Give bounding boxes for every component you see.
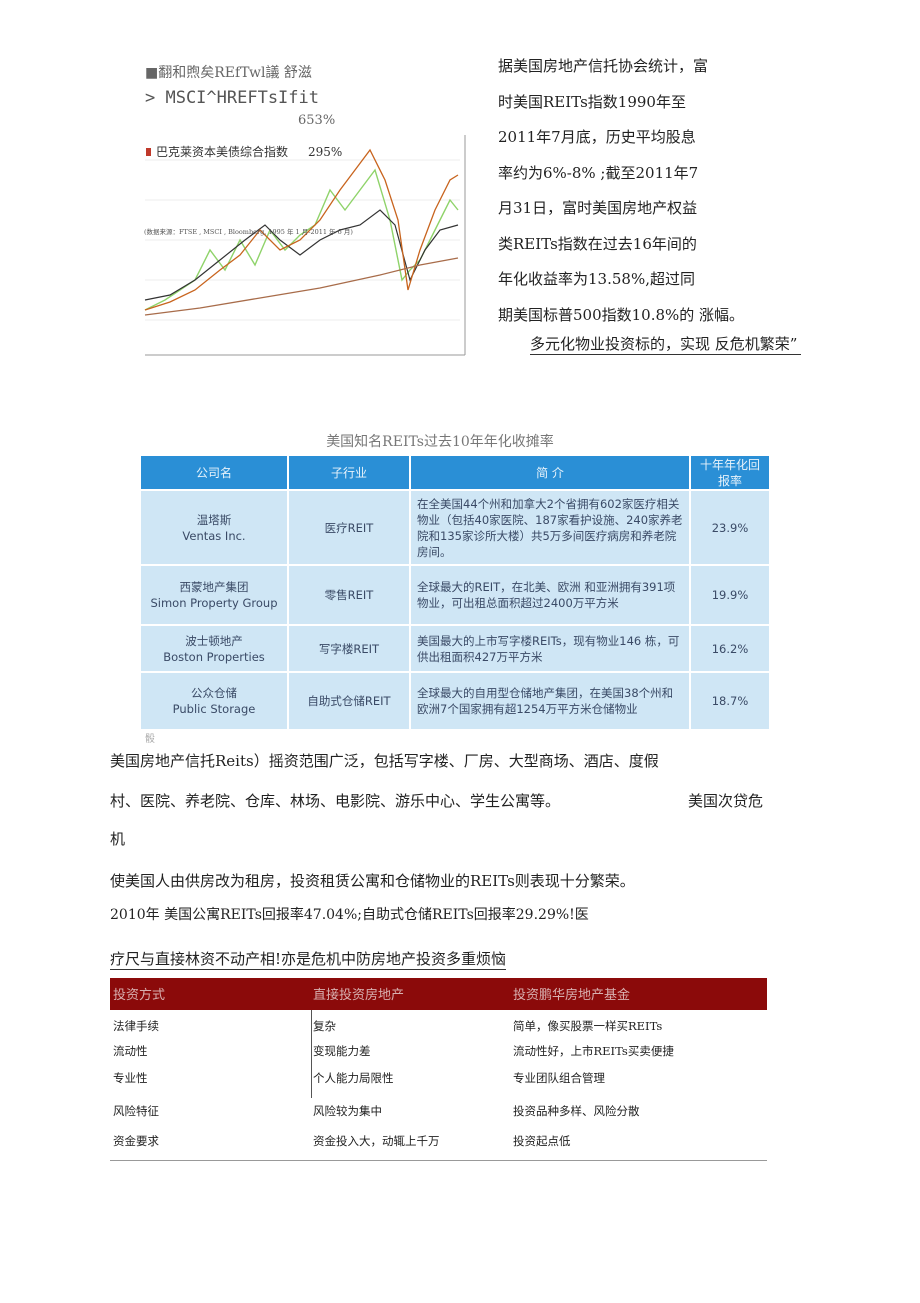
side-line: 月31日，富时美国房地产权益	[498, 199, 698, 217]
figure-value: 295%	[308, 145, 342, 159]
table-header-bg	[110, 978, 767, 1010]
chart-line	[144, 148, 459, 311]
side-line: 期美国标普500指数10.8%的 涨幅。	[498, 305, 745, 324]
chart-bg	[140, 130, 470, 368]
company-cn: 公众仓储	[191, 686, 237, 700]
table-cell: 23.9%	[690, 490, 770, 565]
side-line: 年化收益率为13.58%,超过同	[498, 270, 695, 288]
description: 全球最大的REIT，在北美、欧洲 和亚洲拥有391项物业，可出租总面积超过240…	[417, 580, 676, 610]
table-header: 公司名	[140, 455, 288, 490]
company-en: Simon Property Group	[150, 596, 278, 610]
figure-legend: 巴克莱资本美债综合指数	[156, 144, 288, 159]
table-header: 投资鹏华房地产基金	[513, 988, 631, 1003]
chart-grid	[145, 159, 460, 321]
table-rule	[110, 1160, 767, 1161]
table-cell: 个人能力局限性	[313, 1071, 394, 1085]
table: 公司名 子行业简 介十年年化回报率 温塔斯 Ventas Inc. 医疗REIT 在全美国…	[140, 455, 770, 730]
company-en: Public Storage	[172, 702, 256, 716]
figure-value: 653%	[298, 113, 336, 128]
table-cell: 投资品种多样、风险分散	[513, 1104, 640, 1118]
paragraph-line: 村、医院、养老院、仓库、林场、电影院、游乐中心、学生公寓等。	[110, 792, 561, 810]
table-cell: 流动性好，上市REITs买卖便捷	[513, 1044, 674, 1058]
table-cell: 零售REIT	[288, 565, 410, 625]
table-cell: 资金投入大，动辄上千万	[313, 1134, 440, 1148]
table-cell: 专业团队组合管理	[513, 1071, 605, 1085]
table-cell: 19.9%	[690, 565, 770, 625]
figure-chart: 巴克莱资本美债综合指数 295% (数据来源：FTSE , MSCI , Blo…	[140, 130, 470, 368]
description: 美国最大的上市写字楼REITs，现有物业146 栋，可供出租面积427万平方米	[417, 633, 680, 664]
table-cell: 波士顿地产 Boston Properties	[140, 625, 288, 672]
paragraph-line: 使美国人由供房改为租房，投资租赁公寓和仓储物业的REITs则表现十分繁荣。	[110, 872, 635, 890]
side-line: 时美国REITs指数1990年至	[498, 92, 686, 111]
side-line: 据美国房地产信托协会统计，富	[498, 57, 709, 75]
table-cell: 美国最大的上市写字楼REITs，现有物业146 栋，可供出租面积427万平方米	[410, 625, 690, 672]
table-header: 投资方式	[113, 988, 166, 1003]
table-cell: 16.2%	[690, 625, 770, 672]
table-cell: 变现能力差	[313, 1044, 371, 1058]
table-cell: 温塔斯 Ventas Inc.	[140, 490, 288, 565]
tagline: 多元化物业投资标的，实现 反危机繁荣”	[530, 333, 802, 355]
table-caption: 美国知名REITs过去10年年化收摊率	[326, 434, 554, 450]
table-cell: 简单，像买股票一样买REITs	[513, 1019, 663, 1033]
table-cell: 法律手续	[113, 1019, 159, 1033]
company-cn: 温塔斯	[196, 512, 232, 527]
table-header: 子行业	[288, 455, 410, 490]
table-header: 十年年化回报率	[690, 455, 770, 490]
paragraph-line: 美国次贷危	[688, 792, 764, 810]
description: 全球最大的自用型仓储地产集团，在美国38个州和欧洲7个国家拥有超1254万平方米…	[417, 686, 674, 716]
description: 在全美国44个州和加拿大2个省拥有602家医疗相关物业（包括40家医院、187家…	[417, 496, 683, 559]
company-en: Ventas Inc.	[182, 528, 246, 543]
table-cell: 流动性	[113, 1044, 148, 1058]
table-cell: 西蒙地产集团 Simon Property Group	[140, 565, 288, 625]
company-cn: 波士顿地产	[185, 633, 243, 648]
side-line: 类REITs指数在过去16年间的	[498, 234, 697, 253]
side-line: 2011年7月底，历史平均股息	[498, 128, 696, 146]
table-cell: 风险特征	[113, 1104, 159, 1118]
table-divider	[311, 1010, 312, 1098]
company-cn: 西蒙地产集团	[179, 580, 249, 594]
paragraph-line: 2010年 美国公寓REITs回报率47.04%;自助式仓储REITs回报率29…	[110, 907, 589, 923]
table-cell: 医疗REIT	[288, 490, 410, 565]
table-cell: 专业性	[113, 1071, 148, 1085]
table-header: 直接投资房地产	[313, 988, 405, 1003]
table-cell: 自助式仓储REIT	[288, 672, 410, 730]
figure-source: (数据来源：FTSE , MSCI , Bloomberg, 1995 年 1 …	[144, 227, 353, 236]
chart-line	[144, 209, 459, 301]
table-cell: 全球最大的REIT，在北美、欧洲 和亚洲拥有391项物业，可出租总面积超过240…	[410, 565, 690, 625]
paragraph-heading: 疗尺与直接林资不动产相!亦是危机中防房地产投资多重烦恼	[110, 950, 507, 970]
company-en: Boston Properties	[163, 649, 265, 664]
table-cell: 资金要求	[113, 1134, 159, 1148]
table-cell: 全球最大的自用型仓储地产集团，在美国38个州和欧洲7个国家拥有超1254万平方米…	[410, 672, 690, 730]
table-cell: 在全美国44个州和加拿大2个省拥有602家医疗相关物业（包括40家医院、187家…	[410, 490, 690, 565]
table-cell: 复杂	[313, 1019, 336, 1033]
table-header: 简 介	[410, 455, 690, 490]
figure-legend: ■翻和煦矣REfTwl議 舒滋	[145, 65, 312, 81]
legend-swatch	[146, 148, 151, 156]
table-cell: 18.7%	[690, 672, 770, 730]
mark: 骰	[145, 734, 155, 745]
table-cell: 公众仓储 Public Storage	[140, 672, 288, 730]
figure-legend: > MSCI^HREFTsIfit	[145, 88, 319, 108]
paragraph-line: 美国房地产信托Reits）摇资范围广泛，包括写字楼、厂房、大型商场、酒店、度假	[110, 752, 659, 770]
table-cell: 风险较为集中	[313, 1104, 382, 1118]
side-line: 率约为6%-8% ;截至2011年7	[498, 163, 699, 182]
chart-line	[144, 257, 459, 316]
table-cell: 写字楼REIT	[288, 625, 410, 672]
paragraph-line: 机	[110, 830, 126, 848]
table-cell: 投资起点低	[513, 1134, 571, 1148]
